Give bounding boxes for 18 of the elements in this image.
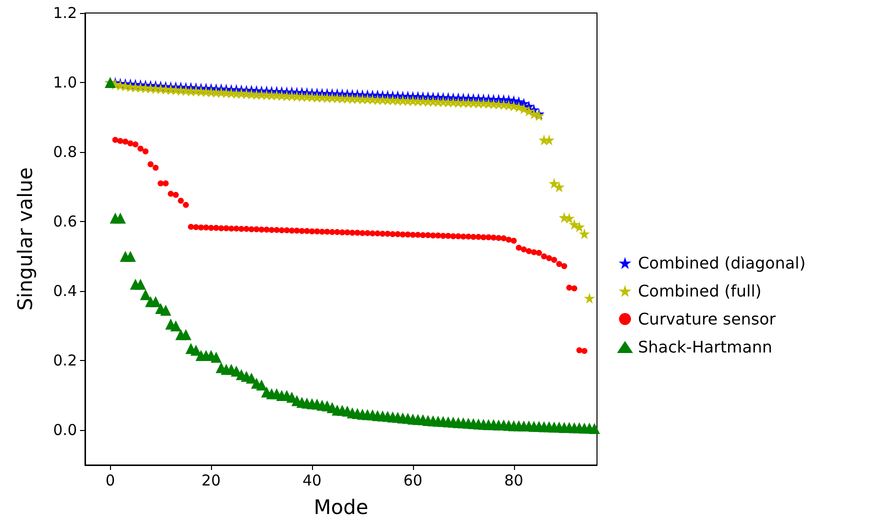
x-tick-label: 80 (504, 472, 524, 490)
y-tick-label: 0.8 (53, 143, 77, 162)
legend-label: Combined (full) (638, 282, 762, 300)
x-tick-label: 20 (202, 472, 221, 490)
y-tick-label: 0.6 (53, 212, 77, 231)
x-tick-label: 40 (302, 472, 322, 490)
y-tick-label: 1.0 (53, 74, 77, 92)
y-axis-title: Singular value (13, 167, 37, 311)
y-tick-label: 0.0 (53, 421, 77, 440)
y-tick-label: 0.4 (53, 282, 77, 300)
legend-label: Combined (diagonal) (638, 254, 806, 272)
y-tick-label: 1.2 (53, 4, 77, 22)
x-tick-label: 0 (105, 472, 115, 490)
y-tick-label: 0.2 (53, 352, 77, 370)
x-axis-title: Mode (314, 495, 368, 519)
legend-label: Shack-Hartmann (638, 338, 772, 356)
legend-label: Curvature sensor (638, 310, 776, 328)
x-tick-label: 60 (403, 472, 422, 490)
